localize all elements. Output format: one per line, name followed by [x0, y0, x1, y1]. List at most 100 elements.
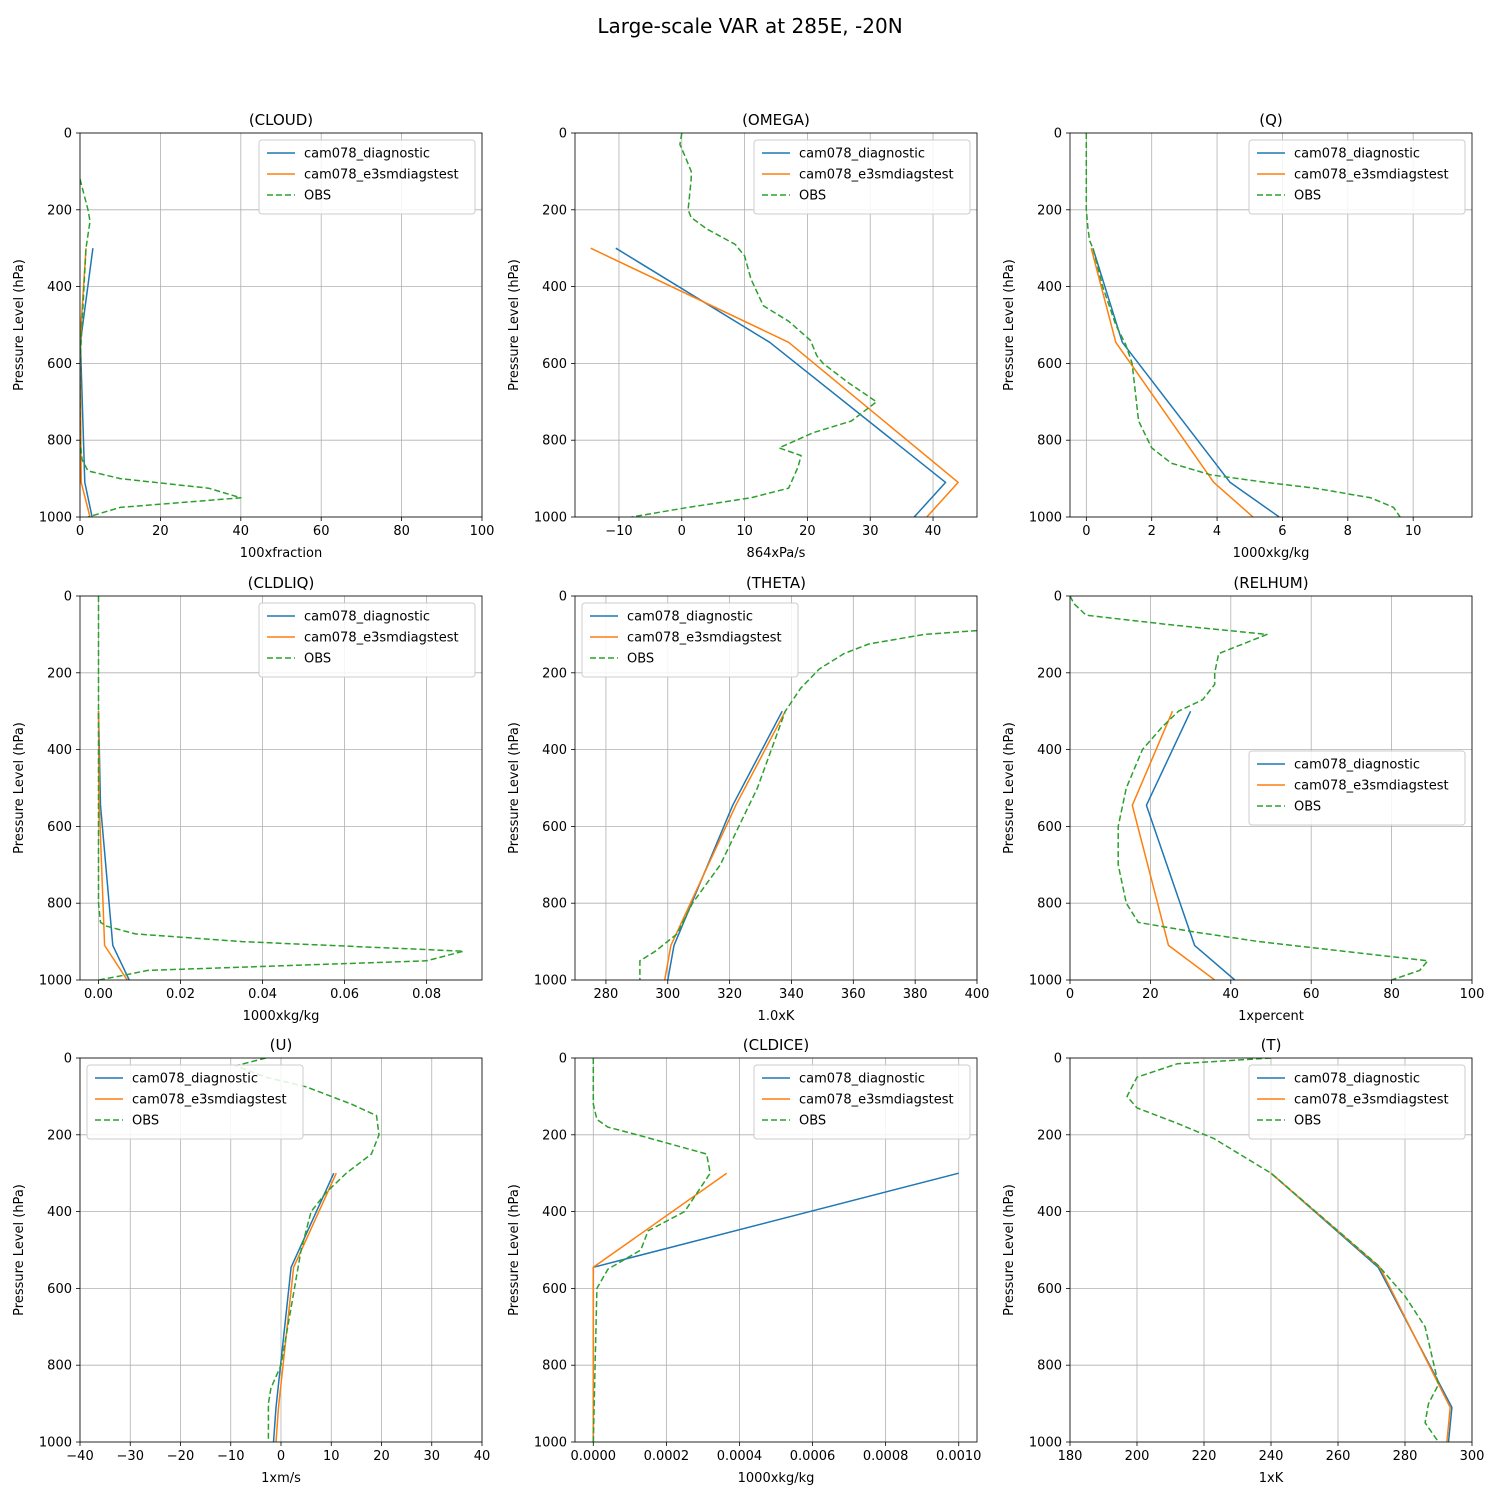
series-line-obs	[1085, 133, 1401, 517]
x-tick-label: 40	[474, 1449, 491, 1464]
y-tick-label: 600	[47, 1282, 72, 1297]
y-tick-label: 0	[559, 127, 567, 142]
series-line-cam078_diagnostic	[615, 247, 947, 517]
legend-label: OBS	[132, 1114, 159, 1129]
series-group	[1085, 133, 1401, 517]
x-tick-label: 260	[1326, 1449, 1351, 1464]
y-tick-label: 600	[542, 820, 567, 835]
y-tick-label: 200	[1037, 1128, 1062, 1143]
x-tick-label: 300	[655, 987, 680, 1002]
legend-label: cam078_diagnostic	[1294, 1072, 1420, 1087]
x-tick-label: 360	[841, 987, 866, 1002]
x-tick-label: 10	[323, 1449, 340, 1464]
series-line-obs	[592, 1058, 711, 1442]
series-line-cam078_diagnostic	[272, 1172, 335, 1442]
x-tick-label: −20	[167, 1449, 194, 1464]
series-line-obs	[1126, 1058, 1440, 1442]
y-tick-label: 200	[1037, 666, 1062, 681]
x-tick-label: 10	[736, 524, 753, 539]
x-axis-label: 100xfraction	[240, 546, 322, 561]
subplot-title: (THETA)	[746, 574, 806, 592]
y-tick-label: 0	[559, 590, 567, 605]
legend-label: cam078_diagnostic	[132, 1072, 258, 1087]
y-tick-label: 400	[1037, 1205, 1062, 1220]
subplot-t: 180 200 220 240 260 280 300 0 200 400 600 800 1000 (T…	[1002, 1036, 1484, 1486]
legend-label: OBS	[1294, 1114, 1321, 1129]
y-tick-label: 800	[1037, 434, 1062, 449]
x-tick-label: 0.0000	[571, 1449, 617, 1464]
legend-box	[86, 1064, 304, 1140]
x-axis-label: 1xpercent	[1238, 1009, 1304, 1024]
subplot-title: (U)	[270, 1036, 293, 1054]
y-axis-label: Pressure Level (hPa)	[1002, 1184, 1017, 1316]
y-tick-label: 1000	[39, 1436, 72, 1451]
y-axis-label: Pressure Level (hPa)	[1002, 259, 1017, 391]
series-line-cam078_diagnostic	[1092, 247, 1280, 517]
series-group	[1126, 1058, 1453, 1442]
x-tick-label: 0	[1082, 524, 1090, 539]
x-tick-label: −40	[66, 1449, 93, 1464]
y-tick-label: 800	[47, 434, 72, 449]
x-tick-label: −10	[217, 1449, 244, 1464]
series-line-obs	[80, 178, 242, 517]
y-tick-label: 600	[1037, 357, 1062, 372]
y-tick-label: 400	[542, 1205, 567, 1220]
y-tick-label: 800	[542, 434, 567, 449]
x-tick-label: 40	[925, 524, 942, 539]
y-tick-label: 400	[542, 280, 567, 295]
x-tick-label: 100	[470, 524, 495, 539]
series-line-cam078_e3smdiagstest	[1090, 248, 1254, 517]
y-axis-label: Pressure Level (hPa)	[12, 1184, 27, 1316]
x-axis-label: 1xK	[1259, 1471, 1284, 1486]
x-tick-label: 0.0006	[790, 1449, 836, 1464]
legend-box	[258, 602, 476, 678]
series-line-cam078_e3smdiagstest	[1131, 710, 1216, 980]
y-tick-label: 0	[1054, 127, 1062, 142]
x-tick-label: 0.06	[330, 987, 359, 1002]
x-tick-label: 60	[313, 524, 330, 539]
series-group	[80, 178, 242, 517]
y-tick-label: 200	[47, 666, 72, 681]
y-tick-label: 1000	[1029, 511, 1062, 526]
x-axis-label: 1xm/s	[261, 1471, 301, 1486]
y-axis-label: Pressure Level (hPa)	[12, 722, 27, 854]
subplot-title: (RELHUM)	[1233, 574, 1308, 592]
legend: cam078_diagnostic cam078_e3smdiagstest OBS	[258, 139, 476, 215]
legend-label: cam078_e3smdiagstest	[1294, 168, 1449, 183]
x-tick-label: 40	[1223, 987, 1240, 1002]
series-line-cam078_diagnostic	[1270, 1172, 1453, 1442]
x-tick-label: 0.00	[84, 987, 113, 1002]
legend-label: cam078_diagnostic	[304, 147, 430, 162]
x-tick-label: 0.08	[412, 987, 441, 1002]
y-tick-label: 600	[542, 1282, 567, 1297]
x-tick-label: 0.02	[166, 987, 195, 1002]
x-tick-label: 0.0010	[936, 1449, 982, 1464]
subplot-u: −40 −30 −20 −10 0 10 20 30 4002004006008001000(U…	[12, 1036, 490, 1486]
legend-label: cam078_e3smdiagstest	[132, 1093, 287, 1108]
series-line-cam078_diagnostic	[1145, 710, 1236, 980]
legend-box	[753, 139, 971, 215]
x-tick-label: 4	[1213, 524, 1221, 539]
x-tick-label: 0	[76, 524, 84, 539]
y-tick-label: 600	[1037, 1282, 1062, 1297]
series-line-cam078_diagnostic	[97, 711, 130, 980]
series-group	[590, 133, 959, 517]
legend-box	[1248, 1064, 1466, 1140]
legend: cam078_diagnostic cam078_e3smdiagstest OBS	[1248, 1064, 1466, 1140]
x-tick-label: 100	[1460, 987, 1485, 1002]
x-tick-label: 280	[1393, 1449, 1418, 1464]
y-tick-label: 200	[47, 1128, 72, 1143]
axes-frame	[79, 595, 483, 981]
subplot-omega: −10 0 10 20 30 4002004006008001000(OMEGA)864x…	[507, 111, 978, 561]
legend-box	[258, 139, 476, 215]
legend-label: cam078_e3smdiagstest	[1294, 779, 1449, 794]
y-tick-label: 0	[1054, 1052, 1062, 1067]
subplot-q: 0 2 4 6 8 10 0 200 400 600 800 1000 (Q) 1000xkg/kg Pre…	[1002, 111, 1473, 561]
y-axis-label: Pressure Level (hPa)	[507, 722, 522, 854]
legend-label: OBS	[304, 652, 331, 667]
x-tick-label: 40	[233, 524, 250, 539]
x-tick-label: 20	[373, 1449, 390, 1464]
figure-suptitle: Large-scale VAR at 285E, -20N	[597, 14, 903, 38]
axes-frame	[1069, 132, 1473, 518]
